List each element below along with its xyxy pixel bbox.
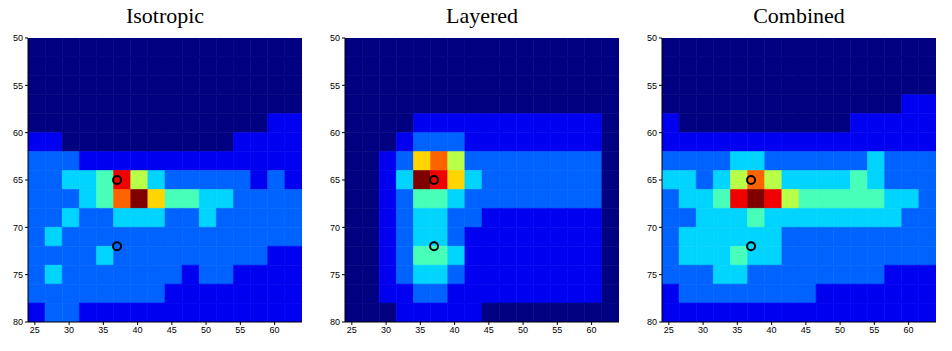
svg-text:25: 25 [347,325,357,335]
svg-text:35: 35 [98,325,108,335]
svg-text:75: 75 [330,270,340,280]
svg-text:50: 50 [201,325,211,335]
svg-text:70: 70 [647,223,657,233]
svg-text:75: 75 [13,270,23,280]
svg-text:55: 55 [647,81,657,91]
svg-text:25: 25 [30,325,40,335]
svg-text:75: 75 [647,270,657,280]
svg-text:45: 45 [801,325,811,335]
html-text:Combined: Combined [753,3,845,28]
svg-text:30: 30 [698,325,708,335]
svg-text:40: 40 [767,325,777,335]
svg-text:70: 70 [330,223,340,233]
html-text:Isotropic: Isotropic [125,3,205,28]
svg-text:50: 50 [835,325,845,335]
svg-text:60: 60 [587,325,597,335]
svg-text:80: 80 [13,317,23,327]
svg-text:55: 55 [552,325,562,335]
svg-text:60: 60 [647,128,657,138]
svg-text:70: 70 [13,223,23,233]
svg-text:65: 65 [330,175,340,185]
svg-text:45: 45 [484,325,494,335]
svg-text:35: 35 [415,325,425,335]
svg-text:40: 40 [450,325,460,335]
svg-text:50: 50 [518,325,528,335]
svg-text:35: 35 [732,325,742,335]
svg-text:55: 55 [13,81,23,91]
svg-text:60: 60 [330,128,340,138]
html-text:Layered: Layered [446,3,518,28]
svg-text:25: 25 [664,325,674,335]
svg-text:65: 65 [647,175,657,185]
svg-text:30: 30 [64,325,74,335]
svg-text:55: 55 [235,325,245,335]
svg-text:45: 45 [167,325,177,335]
svg-text:55: 55 [869,325,879,335]
svg-text:50: 50 [330,33,340,43]
svg-text:55: 55 [330,81,340,91]
svg-text:60: 60 [13,128,23,138]
svg-text:50: 50 [13,33,23,43]
svg-text:50: 50 [647,33,657,43]
svg-text:65: 65 [13,175,23,185]
svg-text:40: 40 [133,325,143,335]
svg-text:60: 60 [270,325,280,335]
svg-text:30: 30 [381,325,391,335]
svg-text:60: 60 [904,325,914,335]
svg-text:80: 80 [647,317,657,327]
svg-text:80: 80 [330,317,340,327]
